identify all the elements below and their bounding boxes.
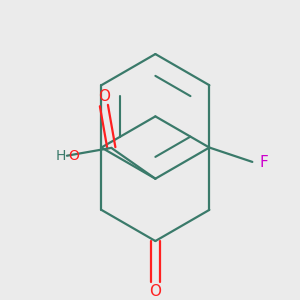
Text: O: O (98, 89, 110, 104)
Text: F: F (260, 155, 268, 170)
Text: O: O (149, 284, 161, 298)
Text: O: O (68, 149, 79, 163)
Text: H: H (56, 149, 66, 163)
